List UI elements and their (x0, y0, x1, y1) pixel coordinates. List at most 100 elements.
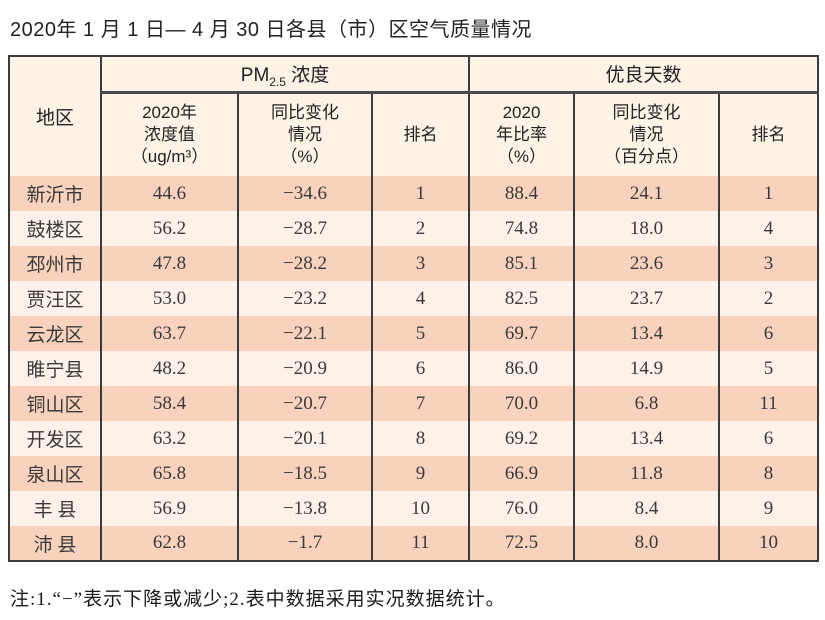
good-rate-cell: 76.0 (468, 491, 575, 526)
good-rank-cell: 10 (717, 526, 820, 561)
good-rank-cell: 6 (717, 316, 820, 351)
pm-rank-cell: 10 (371, 491, 470, 526)
good-rank-cell: 1 (717, 176, 820, 211)
pm-value-cell: 44.6 (100, 176, 239, 211)
table-row: 泉山区 65.8 −18.5 9 66.9 11.8 8 (8, 456, 820, 491)
pm-change-cell: −28.2 (237, 246, 373, 281)
region-cell: 鼓楼区 (8, 211, 102, 246)
good-rate-cell: 88.4 (468, 176, 575, 211)
table-row: 丰 县 56.9 −13.8 10 76.0 8.4 9 (8, 491, 820, 526)
pm-change-cell: −22.1 (237, 316, 373, 351)
region-cell: 邳州市 (8, 246, 102, 281)
region-cell: 沛 县 (8, 526, 102, 561)
good-change-cell: 13.4 (573, 316, 720, 351)
table-row: 鼓楼区 56.2 −28.7 2 74.8 18.0 4 (8, 211, 820, 246)
pm-rank-cell: 3 (371, 246, 470, 281)
region-cell: 丰 县 (8, 491, 102, 526)
good-rate-cell: 66.9 (468, 456, 575, 491)
pm-value-cell: 47.8 (100, 246, 239, 281)
good-change-cell: 8.0 (573, 526, 720, 561)
good-rank-cell: 9 (717, 491, 820, 526)
good-change-cell: 11.8 (573, 456, 720, 491)
table-row: 沛 县 62.8 −1.7 11 72.5 8.0 10 (8, 526, 820, 561)
pm-rank-cell: 5 (371, 316, 470, 351)
good-rate-cell: 69.2 (468, 421, 575, 456)
region-column-header: 地区 (8, 56, 102, 176)
pm-rank-cell: 11 (371, 526, 470, 561)
pm-rank-cell: 6 (371, 351, 470, 386)
good-change-cell: 13.4 (573, 421, 720, 456)
group-header-pm25: PM2.5 浓度 (100, 56, 470, 94)
good-rank-cell: 3 (717, 246, 820, 281)
pm-value-cell: 53.0 (100, 281, 239, 316)
good-change-cell: 8.4 (573, 491, 720, 526)
table-body: 新沂市 44.6 −34.6 1 88.4 24.1 1 鼓楼区 56.2 −2… (8, 176, 820, 561)
good-rank-cell: 4 (717, 211, 820, 246)
col-header-good-rate: 2020 年比率 （%） (468, 92, 575, 176)
pm-change-cell: −1.7 (237, 526, 373, 561)
table-row: 睢宁县 48.2 −20.9 6 86.0 14.9 5 (8, 351, 820, 386)
region-cell: 新沂市 (8, 176, 102, 211)
good-change-cell: 23.6 (573, 246, 720, 281)
col-header-good-rank: 排名 (717, 92, 820, 176)
good-rate-cell: 69.7 (468, 316, 575, 351)
air-quality-table: 地区 PM2.5 浓度 优良天数 2020年 浓度值 （ug/m³） 同比变化 … (8, 55, 820, 562)
good-rank-cell: 11 (717, 386, 820, 421)
pm-change-cell: −23.2 (237, 281, 373, 316)
col-header-pm-change: 同比变化 情况 （%） (237, 92, 373, 176)
table-row: 云龙区 63.7 −22.1 5 69.7 13.4 6 (8, 316, 820, 351)
col-header-pm-rank: 排名 (371, 92, 470, 176)
good-rate-cell: 70.0 (468, 386, 575, 421)
pm-value-cell: 56.2 (100, 211, 239, 246)
page-title: 2020年 1 月 1 日— 4 月 30 日各县（市）区空气质量情况 (10, 19, 533, 41)
pm-value-cell: 63.7 (100, 316, 239, 351)
good-rank-cell: 5 (717, 351, 820, 386)
good-rate-cell: 86.0 (468, 351, 575, 386)
pm25-subscript: 2.5 (269, 75, 286, 90)
good-change-cell: 24.1 (573, 176, 720, 211)
pm-rank-cell: 1 (371, 176, 470, 211)
pm-change-cell: −18.5 (237, 456, 373, 491)
region-cell: 睢宁县 (8, 351, 102, 386)
good-rank-cell: 8 (717, 456, 820, 491)
col-header-good-change: 同比变化 情况 （百分点） (573, 92, 720, 176)
pm-value-cell: 62.8 (100, 526, 239, 561)
pm-rank-cell: 7 (371, 386, 470, 421)
table-row: 贾汪区 53.0 −23.2 4 82.5 23.7 2 (8, 281, 820, 316)
group-header-good-days: 优良天数 (467, 56, 820, 94)
table-row: 开发区 63.2 −20.1 8 69.2 13.4 6 (8, 421, 820, 456)
pm-change-cell: −13.8 (237, 491, 373, 526)
good-rate-cell: 72.5 (468, 526, 575, 561)
region-cell: 泉山区 (8, 456, 102, 491)
table-row: 新沂市 44.6 −34.6 1 88.4 24.1 1 (8, 176, 820, 211)
region-cell: 铜山区 (8, 386, 102, 421)
pm-change-cell: −20.9 (237, 351, 373, 386)
pm-rank-cell: 9 (371, 456, 470, 491)
good-change-cell: 23.7 (573, 281, 720, 316)
good-rank-cell: 6 (717, 421, 820, 456)
good-rank-cell: 2 (717, 281, 820, 316)
pm-rank-cell: 8 (371, 421, 470, 456)
pm-rank-cell: 2 (371, 211, 470, 246)
pm-change-cell: −28.7 (237, 211, 373, 246)
good-change-cell: 6.8 (573, 386, 720, 421)
table-row: 邳州市 47.8 −28.2 3 85.1 23.6 3 (8, 246, 820, 281)
pm25-label: PM2.5 浓度 (240, 65, 330, 90)
pm-change-cell: −20.7 (237, 386, 373, 421)
pm-value-cell: 65.8 (100, 456, 239, 491)
good-change-cell: 18.0 (573, 211, 720, 246)
good-rate-cell: 74.8 (468, 211, 575, 246)
footnote: 注:1.“−”表示下降或减少;2.表中数据采用实况数据统计。 (10, 589, 506, 610)
table-header: 地区 PM2.5 浓度 优良天数 2020年 浓度值 （ug/m³） 同比变化 … (8, 56, 820, 176)
group-header-row: 地区 PM2.5 浓度 优良天数 (8, 56, 820, 176)
region-cell: 云龙区 (8, 316, 102, 351)
good-change-cell: 14.9 (573, 351, 720, 386)
pm-value-cell: 56.9 (100, 491, 239, 526)
region-cell: 开发区 (8, 421, 102, 456)
region-cell: 贾汪区 (8, 281, 102, 316)
col-header-pm-value: 2020年 浓度值 （ug/m³） (100, 92, 239, 176)
pm-value-cell: 63.2 (100, 421, 239, 456)
sub-header-row: 2020年 浓度值 （ug/m³） 同比变化 情况 （%） 排名 2020 年比… (9, 92, 820, 176)
pm-change-cell: −20.1 (237, 421, 373, 456)
